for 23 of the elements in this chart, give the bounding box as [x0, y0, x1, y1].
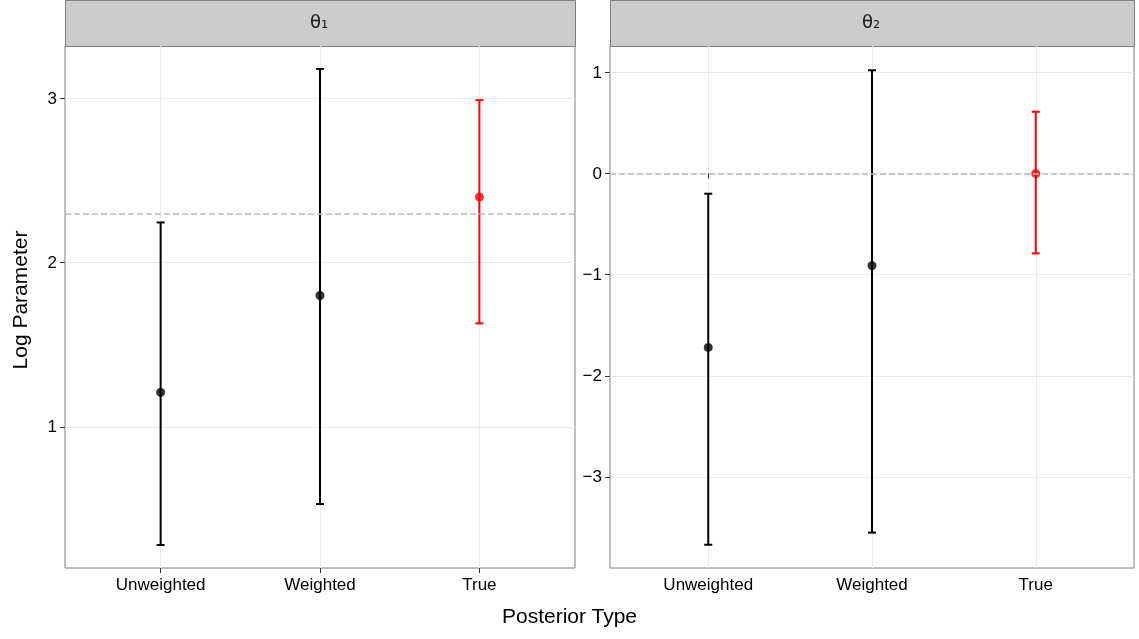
- point: [474, 192, 484, 202]
- y-tick-label: −1: [582, 265, 602, 285]
- y-tick-label: 1: [47, 417, 57, 437]
- point: [156, 387, 166, 397]
- point: [703, 342, 713, 352]
- y-tick-label: 3: [47, 89, 57, 109]
- chart-title: θ₂: [862, 10, 881, 32]
- x-axis-title: Posterior Type: [501, 604, 638, 628]
- y-tick-label: 1: [592, 62, 602, 82]
- point: [867, 261, 877, 271]
- y-tick-label: 0: [592, 163, 602, 183]
- x-tick-label: True: [1018, 575, 1053, 594]
- x-tick-label: Weighted: [836, 575, 908, 594]
- x-tick-label: True: [462, 575, 497, 594]
- x-tick-label: Unweighted: [115, 575, 206, 594]
- y-tick-label: 2: [47, 253, 57, 273]
- y-axis-title: Log Parameter: [8, 230, 32, 370]
- chart-title: θ₁: [310, 10, 329, 32]
- y-tick-label: −3: [582, 467, 602, 487]
- y-tick-label: −2: [582, 366, 602, 386]
- x-tick-label: Unweighted: [663, 575, 754, 594]
- x-tick-label: Weighted: [284, 575, 356, 594]
- point: [315, 291, 325, 301]
